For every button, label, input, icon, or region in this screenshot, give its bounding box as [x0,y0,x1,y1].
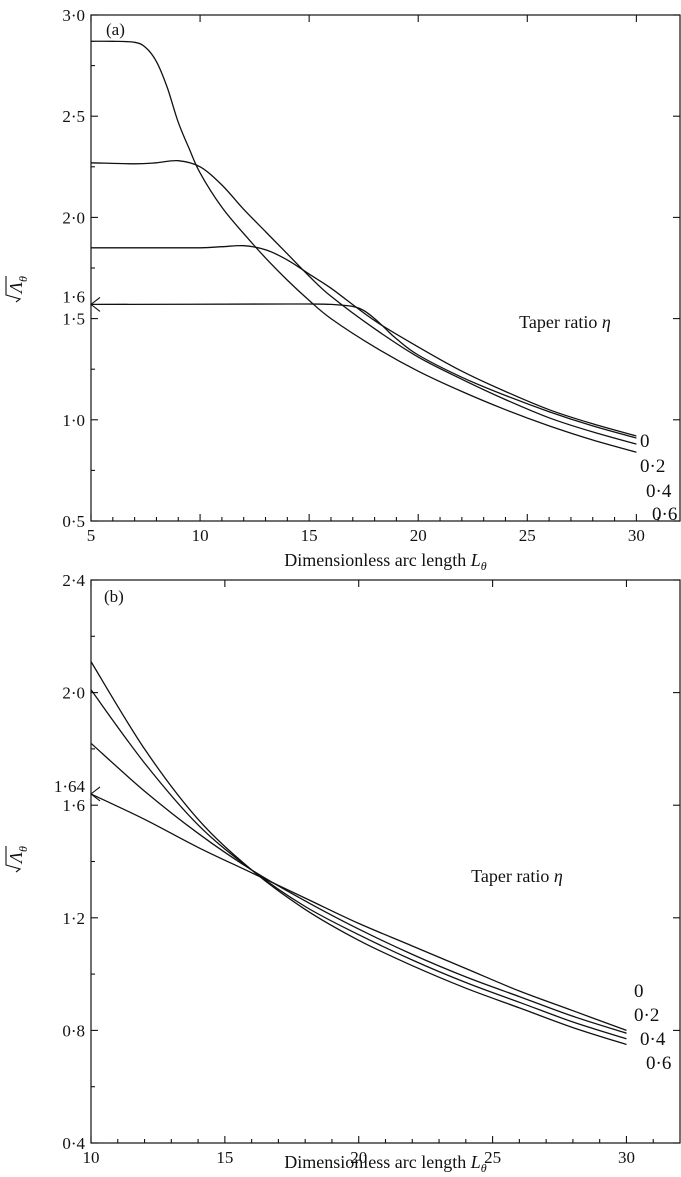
y-tick-label: 0·4 [62,1134,85,1153]
taper-ratio-annotation: Taper ratio η [519,312,611,332]
marker-arrow [90,786,101,802]
x-tick-label: 30 [618,1148,635,1167]
series-end-label: 0 [634,981,644,1002]
y-tick-label: 0·8 [62,1021,85,1040]
sqrt-sign [5,276,22,303]
series-end-label: 0·4 [640,1029,666,1050]
y-tick-label: 1·0 [62,411,85,430]
series-end-label: 0·2 [640,456,665,477]
y-axis-symbol: Λ [6,852,26,865]
y-axis-title: Λθ [5,276,30,303]
x-tick-label: 25 [519,526,536,545]
chart-panel-b: 0·4 0·8 1·2 1·6 2·0 2·4 10 15 20 25 30 Dimensionles… [5,571,681,1175]
x-tick-label: 15 [301,526,318,545]
y-axis-subscript: θ [16,846,30,852]
x-tick-label: 15 [216,1148,233,1167]
y-tick-label: 1·5 [62,310,85,329]
taper-ratio-annotation: Taper ratio η [471,866,563,886]
y-tick-label: 1·2 [62,909,85,928]
series-line-0 [90,793,627,1032]
series-end-label: 0·6 [646,1053,671,1074]
series-end-label: 0 [640,431,650,452]
series-line-2 [90,689,627,1040]
y-tick-label: 2·0 [62,208,85,227]
plot-frame [90,579,681,1144]
panel-label: (a) [106,20,125,39]
series-line-2 [90,159,637,445]
x-tick-label: 10 [83,1148,100,1167]
x-axis-title: Dimensionless arc length Lθ [284,550,486,573]
y-tick-label: 3·0 [62,6,85,25]
series-line-3 [90,661,627,1046]
series-line-1 [90,742,627,1034]
series-line-3 [90,40,637,453]
y-tick-label: 0·5 [62,512,85,531]
series-line-1 [91,244,637,437]
x-tick-label: 30 [628,526,645,545]
plot-frame [90,14,681,522]
y-tick-label: 2·4 [62,571,85,590]
y-tick-label: 2·5 [62,107,85,126]
marker-arrow [90,296,101,312]
x-tick-label: 5 [87,526,96,545]
sqrt-sign [5,846,22,873]
marker-label: 1·64 [54,777,86,796]
marker-label: 1·6 [62,287,85,306]
x-tick-label: 10 [192,526,209,545]
x-tick-label: 25 [484,1148,501,1167]
chart-panel-a: 0·5 1·0 1·5 2·0 2·5 3·0 5 10 15 20 25 30 Dimensionle… [5,6,681,573]
series-end-label: 0·2 [634,1005,659,1026]
y-tick-label: 2·0 [62,684,85,703]
y-axis-subscript: θ [16,276,30,282]
x-tick-label: 20 [350,1148,367,1167]
panel-label: (b) [104,587,124,606]
y-tick-label: 1·6 [62,796,85,815]
y-axis-symbol: Λ [6,282,26,295]
x-axis-title: Dimensionless arc length Lθ [284,1152,486,1175]
series-end-label: 0·6 [652,504,677,525]
series-end-label: 0·4 [646,481,672,502]
y-axis-title: Λθ [5,846,30,873]
x-tick-label: 20 [410,526,427,545]
